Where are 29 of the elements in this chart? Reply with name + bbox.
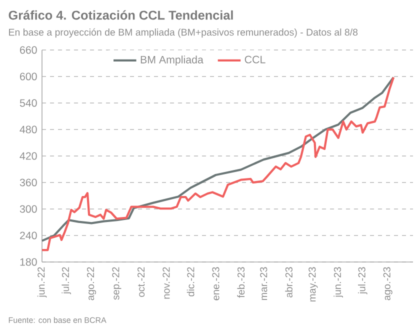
x-tick-label: jul.-22 [62, 267, 72, 294]
y-tick-label: 420 [20, 152, 37, 160]
x-tick-label: dic.-22 [186, 267, 194, 296]
legend-label: CCL [244, 56, 266, 64]
y-tick-label: 480 [20, 126, 37, 134]
y-tick-label: 300 [20, 205, 37, 213]
x-tick-label: jun.-22 [37, 267, 47, 298]
x-tick-label: ago.-22 [86, 267, 96, 300]
x-tick-label: sep.-22 [112, 267, 122, 300]
x-tick-label: mar.-23 [260, 267, 268, 300]
legend-label: BM Ampliada [140, 56, 204, 66]
x-tick-label: jul.-23 [358, 267, 368, 294]
y-tick-label: 600 [20, 72, 37, 80]
x-tick-label: jun.-23 [334, 267, 343, 298]
x-tick-label: abr.-23 [285, 267, 292, 298]
y-tick-label: 180 [20, 258, 37, 266]
x-tick-label: oct.-22 [138, 267, 145, 297]
x-tick-label: ago.-23 [383, 267, 392, 300]
chart-subtitle: En base a proyección de BM ampliada (BM+pasivos remunerados) - Datos al 8/8 [9, 28, 358, 38]
x-tick-label: nov.-22 [162, 267, 170, 299]
y-tick-label: 540 [20, 99, 37, 107]
source-note: Fuente: con base en BCRA [8, 317, 106, 323]
y-tick-label: 240 [20, 232, 37, 240]
x-tick-label: ene.-23 [212, 267, 220, 300]
y-tick-label: 360 [20, 178, 37, 186]
chart-title: Gráfico 4. Cotización CCL Tendencial [8, 10, 233, 20]
y-tick-label: 660 [20, 46, 37, 54]
x-tick-label: feb.-23 [237, 267, 245, 298]
x-tick-label: may.-23 [308, 267, 318, 302]
